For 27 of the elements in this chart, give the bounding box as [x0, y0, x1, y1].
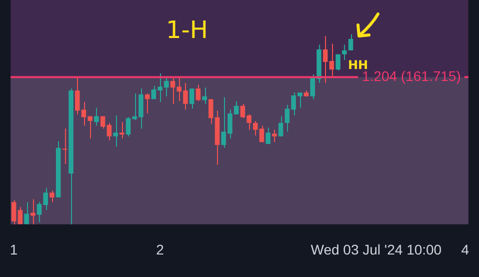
candlestick: [100, 116, 106, 130]
candlestick: [266, 127, 270, 145]
candlestick: [11, 200, 16, 225]
candlestick: [30, 198, 36, 225]
candlestick: [336, 54, 340, 71]
candlestick: [50, 190, 54, 203]
candlestick: [120, 121, 124, 139]
candlestick: [94, 107, 99, 126]
candlestick: [342, 44, 347, 61]
annotation: 1-H: [166, 16, 208, 44]
x-tick-label: 1: [10, 241, 18, 258]
candlestick: [348, 34, 354, 51]
candlestick: [189, 88, 194, 110]
candlestick: [24, 202, 29, 225]
candlestick: [106, 122, 112, 141]
candlestick: [18, 206, 23, 225]
candlestick: [196, 84, 201, 102]
candlestick: [322, 36, 328, 84]
candlestick: [329, 43, 334, 77]
x-tick-label: 2: [156, 241, 164, 258]
candlestick: [113, 114, 118, 148]
candlestick: [62, 128, 68, 164]
x-tick-label: Wed 03 Jul '24 10:00: [310, 241, 442, 258]
x-tick-label: 4: [461, 241, 470, 258]
candlestick: [278, 116, 284, 137]
candlestick: [202, 87, 207, 104]
candlestick: [272, 129, 277, 143]
